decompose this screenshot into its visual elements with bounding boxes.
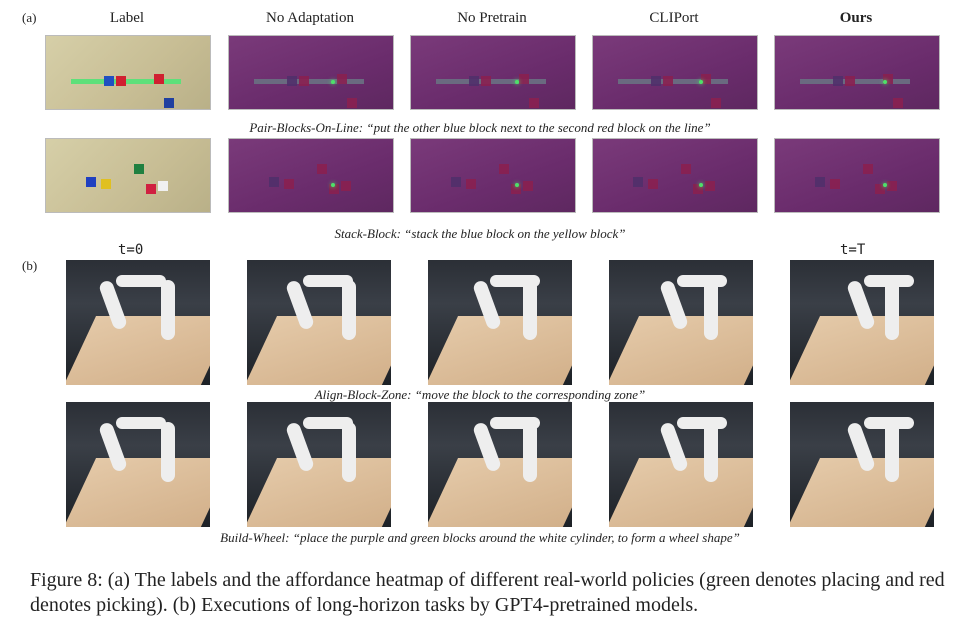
label-image-pair <box>45 35 211 110</box>
robot-frame-build-wheel <box>428 402 572 527</box>
robot-frame-build-wheel <box>66 402 210 527</box>
heatmap-image-stack <box>592 138 758 213</box>
panel-b-label: (b) <box>22 258 38 273</box>
caption-pair-blocks: Pair-Blocks-On-Line: “put the other blue… <box>249 120 711 135</box>
caption-stack-block: Stack-Block: “stack the blue block on th… <box>334 226 626 241</box>
robot-frame-align-block-zone <box>247 260 391 385</box>
column-header-no-pretrain: No Pretrain <box>457 10 527 26</box>
heatmap-image-pair <box>410 35 576 110</box>
label-image-stack <box>45 138 211 213</box>
robot-frame-build-wheel <box>790 402 934 527</box>
heatmap-image-stack <box>410 138 576 213</box>
robot-frame-align-block-zone <box>428 260 572 385</box>
robot-frame-build-wheel <box>247 402 391 527</box>
robot-frame-align-block-zone <box>66 260 210 385</box>
heatmap-image-stack <box>228 138 394 213</box>
heatmap-image-pair <box>228 35 394 110</box>
heatmap-image-pair <box>774 35 940 110</box>
panel-a-label: (a) <box>22 10 37 25</box>
heatmap-image-pair <box>592 35 758 110</box>
robot-frame-align-block-zone <box>609 260 753 385</box>
column-header-ours: Ours <box>839 10 873 26</box>
caption-align-block-zone: Align-Block-Zone: “move the block to the… <box>314 387 646 402</box>
time-end-label: t=T <box>840 242 866 258</box>
caption-build-wheel: Build-Wheel: “place the purple and green… <box>220 530 740 545</box>
column-header-no-adaptation: No Adaptation <box>266 10 354 26</box>
column-header-label: Label <box>109 10 145 26</box>
heatmap-image-stack <box>774 138 940 213</box>
figure-caption: Figure 8: (a) The labels and the afforda… <box>30 569 945 616</box>
robot-frame-build-wheel <box>609 402 753 527</box>
column-header-cliport: CLIPort <box>649 10 699 26</box>
time-start-label: t=0 <box>118 242 144 258</box>
robot-frame-align-block-zone <box>790 260 934 385</box>
